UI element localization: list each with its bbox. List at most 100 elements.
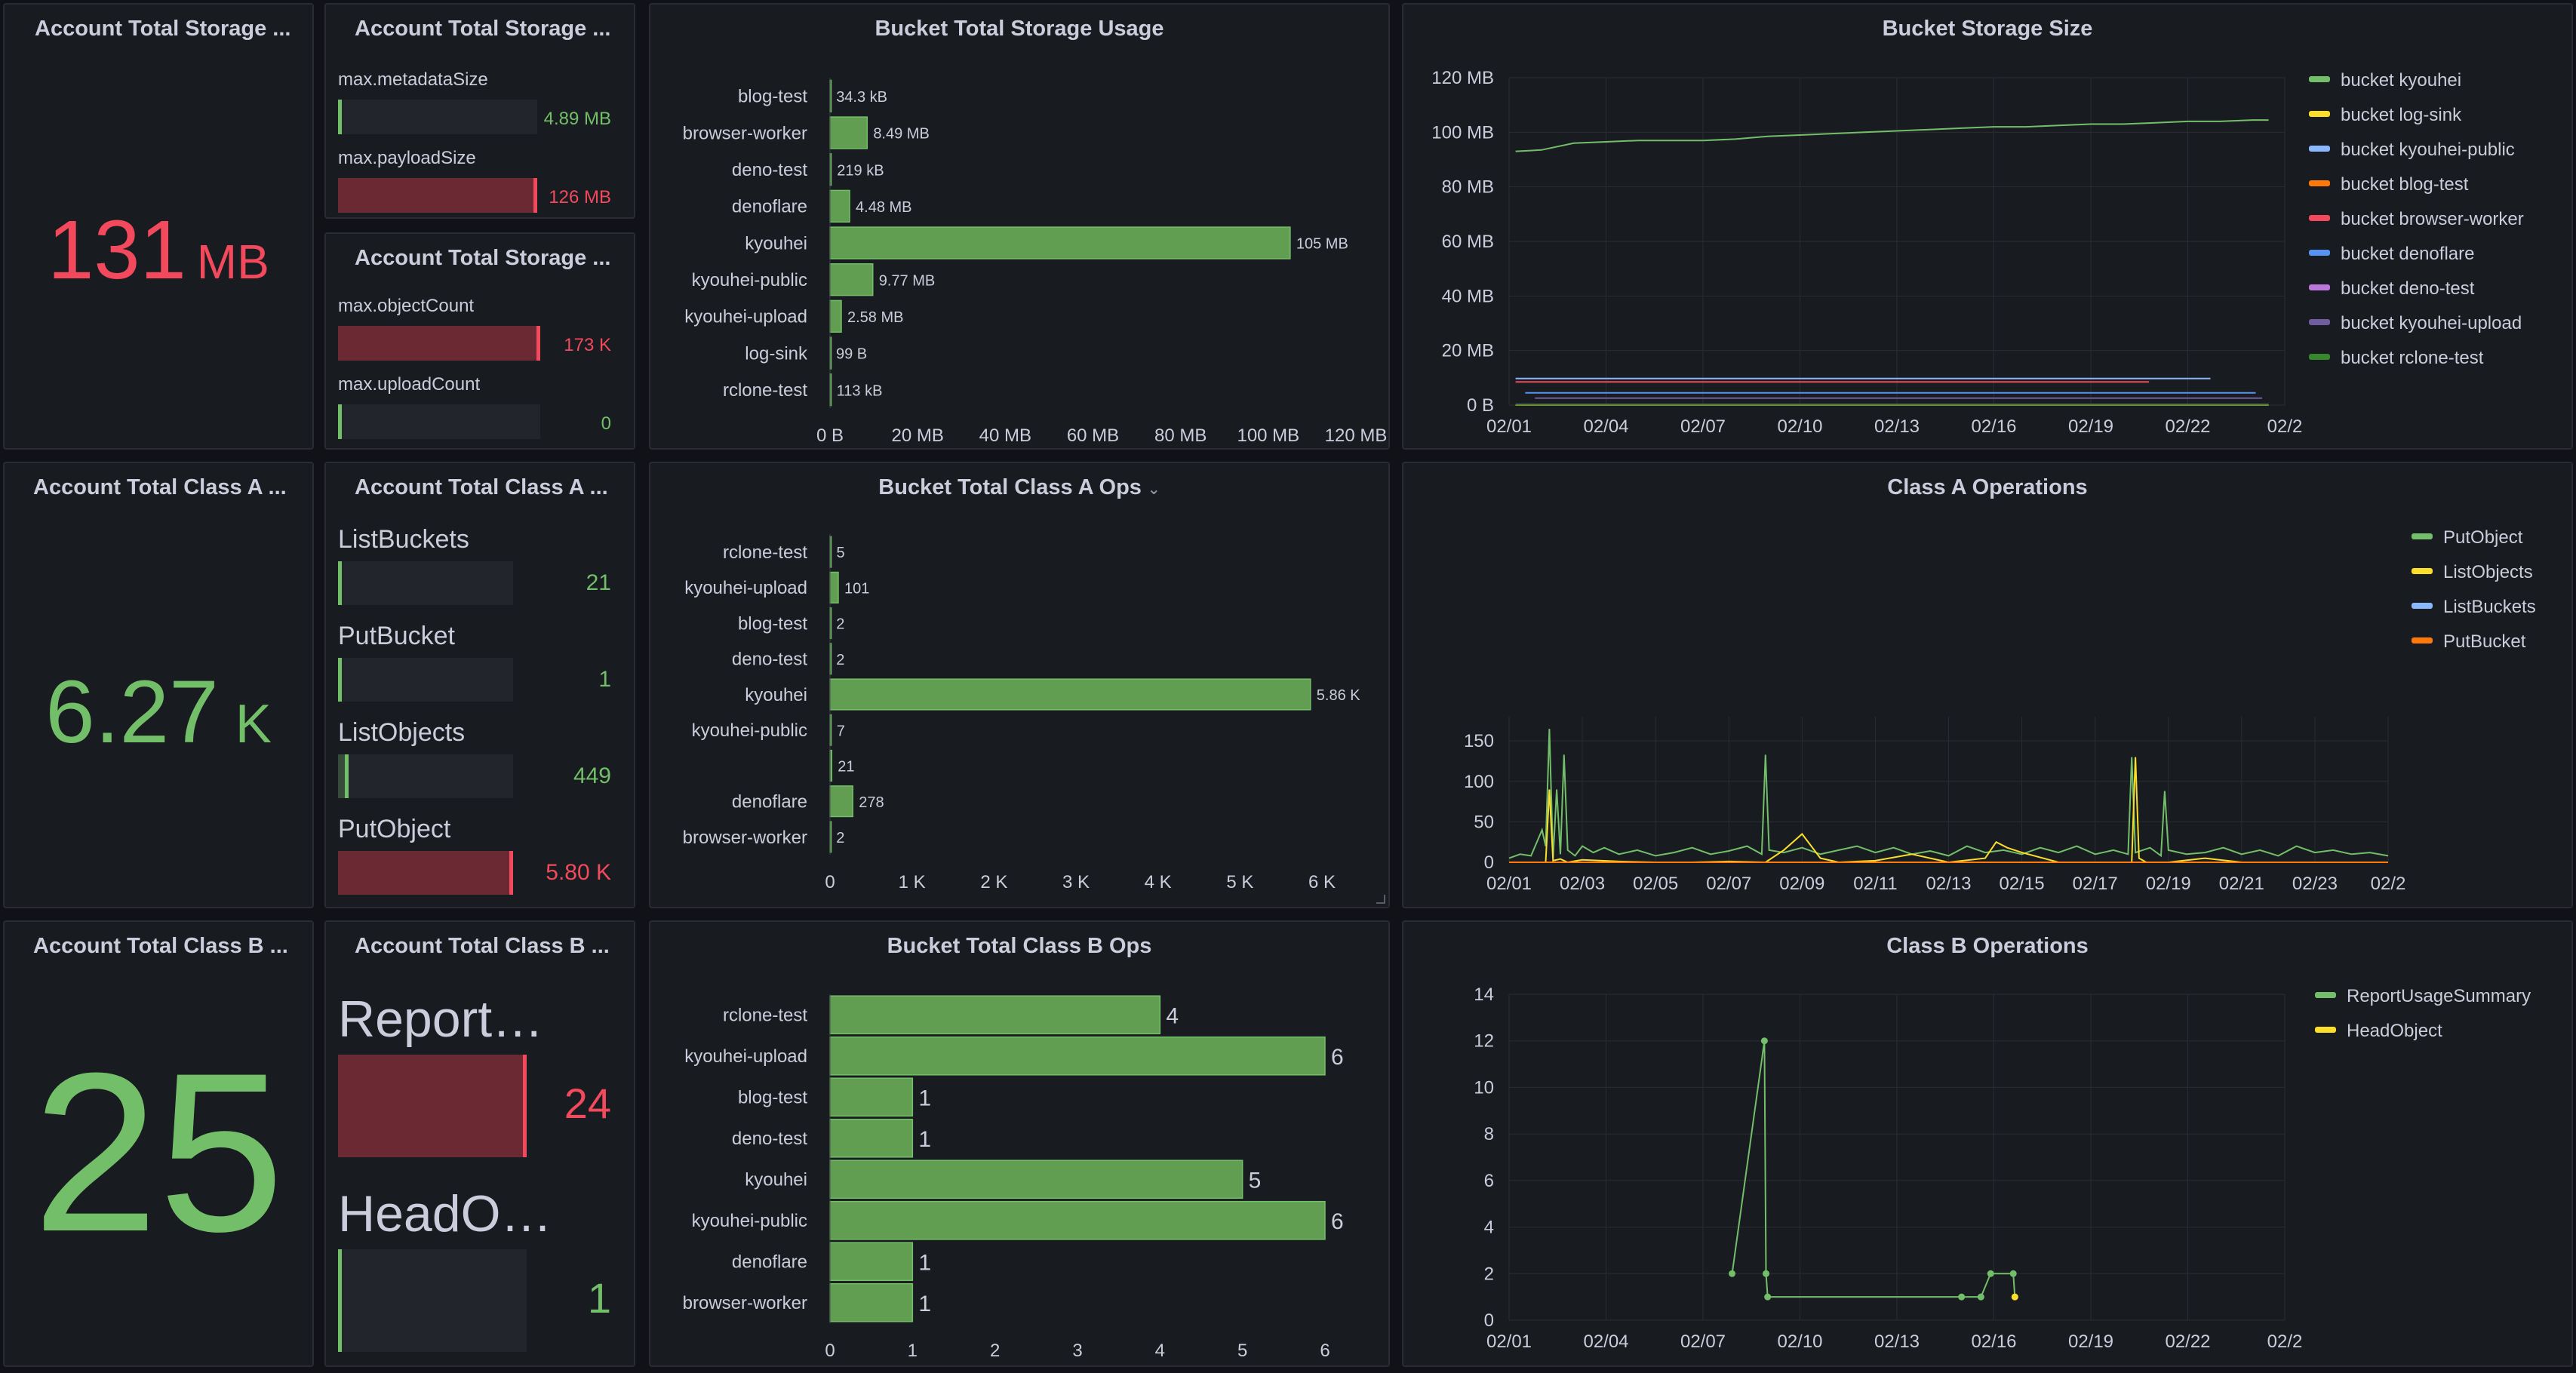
category-label: browser-worker [683,1293,807,1313]
gauge-cap [338,1249,342,1352]
panel-title[interactable]: Account Total Class B ... [355,934,610,958]
x-tick-label: 02/13 [1926,874,1971,894]
class-b-gauge-panel: Account Total Class B ... ReportUs...24H… [324,920,635,1367]
gauge-row: ReportUs...24 [338,990,611,1184]
legend-label: bucket deno-test [2341,278,2475,299]
class-b-stat-panel: Account Total Class B ... 25 [3,920,314,1367]
x-tick-label: 0 B [816,425,844,446]
x-tick-label: 2 [990,1341,1000,1361]
data-point [1760,1037,1768,1045]
bar-value-label: 5 [837,545,845,561]
bar [829,1242,914,1282]
legend-swatch [2309,250,2330,256]
gauge-fill [338,851,513,895]
gauge-cap [536,326,540,361]
data-point [2011,1293,2018,1301]
x-tick-label: 02/07 [1706,874,1751,894]
gauge-label: max.payloadSize [338,148,476,168]
gauge-fill [338,100,342,134]
legend-label: bucket log-sink [2341,105,2462,125]
bar-value-label: 5.86 K [1317,687,1360,704]
legend-swatch [2309,111,2330,117]
bar [829,116,868,149]
legend-swatch [2309,284,2330,290]
panel-title[interactable]: Account Total Class A ... [355,475,608,499]
bar-chart-group: rclone-test 4 kyouhei-upload 6 blog-test 1 den… [683,994,1344,1361]
stat-unit: K [235,694,272,754]
bucket-class-a-ops-panel: Bucket Total Class A Ops ⌄ rclone-test 5 ky… [649,462,1390,908]
legend-label: bucket denoflare [2341,244,2474,264]
bar-value-label: 6 [1331,1209,1344,1234]
x-tick-label: 02/10 [1777,416,1822,437]
x-tick-label: 20 MB [891,425,943,446]
gauge-fill [338,1249,342,1352]
gauge-value: 173 K [564,335,611,355]
data-point [1987,1270,1994,1277]
category-label: browser-worker [683,123,807,143]
category-label: denoflare [732,1252,807,1273]
panel-title[interactable]: Account Total Class B ... [33,934,288,958]
x-tick-label: 02/23 [2292,874,2338,894]
x-tick-label: 3 K [1062,872,1090,892]
gauge-track [338,561,513,605]
x-tick-label: 02/2 [2371,874,2406,894]
resize-handle-icon[interactable] [1376,895,1385,904]
category-label: denoflare [732,792,807,812]
legend-label: ListObjects [2443,562,2533,582]
line-chart-group: 0 50 100 150 02/01 02/03 02/05 02/07 02/09 02/11 0… [1464,717,2405,894]
x-tick-label: 6 K [1308,872,1336,892]
x-tick-label: 1 [908,1341,918,1361]
bucket-storage-size-chart: 0 B 20 MB 40 MB 60 MB 80 MB 100 MB 120 MB 02/01… [1431,68,2524,437]
gauge-cap [338,100,342,134]
gauge-row: HeadObje... 1 [338,1184,611,1365]
y-tick-label: 6 [1484,1171,1494,1191]
category-label: deno-test [732,650,807,670]
storage-gauge-panel-1: Account Total Storage ... max.metadataSi… [324,3,635,219]
y-tick-label: 0 B [1467,395,1494,416]
x-tick-label: 5 [1237,1341,1247,1361]
legend-label: bucket rclone-test [2341,348,2484,368]
bar-value-label: 2 [836,830,844,846]
bucket-storage-usage-chart: blog-test 34.3 kB browser-worker 8.49 MB den… [683,78,1388,446]
class-a-operations-panel: Class A Operations 0 50 100 150 02/01 02/03 02… [1402,462,2573,908]
bar-value-label: 278 [859,794,884,811]
bar [829,226,1291,260]
panel-title[interactable]: Account Total Storage ... [355,17,611,41]
x-tick-label: 02/04 [1583,416,1628,437]
bar-value-label: 2.58 MB [847,309,903,326]
legend: bucket kyouhei bucket log-sink bucket kyou… [2309,70,2524,368]
panel-title[interactable]: Account Total Storage ... [355,246,611,270]
gauge-row: max.objectCount 173 K [338,296,611,374]
x-tick-label: 120 MB [1325,425,1388,446]
storage-stat-panel: Account Total Storage ... 131 MB [3,3,314,450]
bar-value-label: 6 [1331,1045,1344,1070]
panel-title[interactable]: Account Total Class A ... [33,475,287,499]
stat-number: 6.27 [45,662,219,762]
y-tick-label: 8 [1484,1124,1494,1144]
panel-title[interactable]: Account Total Storage ... [35,17,291,41]
bar [829,995,1161,1035]
bar-value-label: 9.77 MB [879,272,935,289]
line-chart-group: 0 2 4 6 8 10 12 14 02/01 02/04 02/07 02/10 02/13 02/1… [1474,984,2302,1352]
category-label: kyouhei-upload [684,1046,807,1067]
y-tick-label: 4 [1484,1218,1494,1238]
gauge-cap [523,1055,527,1157]
x-tick-label: 02/2 [2267,416,2303,437]
gauge-row: ListBuckets 21 [338,525,611,622]
bar-value-label: 1 [918,1127,931,1152]
gauge-label: PutObject [338,815,451,843]
x-tick-label: 6 [1320,1341,1329,1361]
category-label: blog-test [738,87,807,107]
gauge-fill [338,754,349,798]
class-a-operations-chart: 0 50 100 150 02/01 02/03 02/05 02/07 02/09 02/11 0… [1464,527,2536,894]
bucket-class-a-ops-chart: rclone-test 5 kyouhei-upload 101 blog-test 2 d… [683,534,1360,892]
legend-swatch [2315,992,2336,998]
x-tick-label: 02/01 [1486,874,1532,894]
y-tick-label: 12 [1474,1031,1494,1052]
x-tick-label: 3 [1072,1341,1082,1361]
gauge-value: 449 [573,763,611,788]
y-tick-label: 60 MB [1442,232,1494,252]
data-point [1764,1293,1772,1301]
category-label: kyouhei-upload [684,307,807,327]
x-tick-label: 100 MB [1237,425,1299,446]
